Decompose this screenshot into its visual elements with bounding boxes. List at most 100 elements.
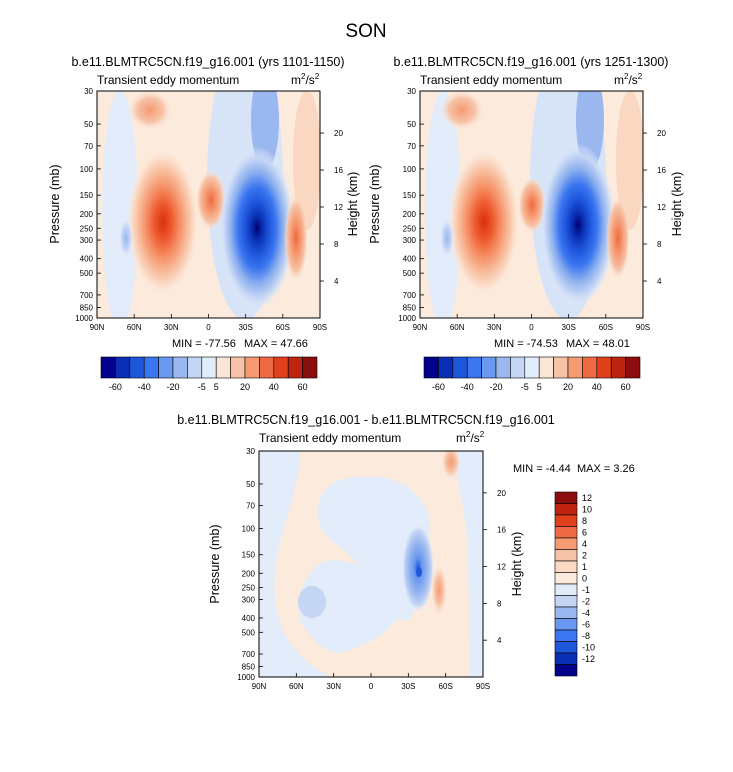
colorbar: -60 -40 -20 -5 5 20 40 60 xyxy=(100,356,318,392)
colorbar-swatch xyxy=(554,560,578,573)
panel-subtitle: Transient eddy momentum xyxy=(259,431,401,445)
y2-tick-label: 12 xyxy=(657,203,666,212)
y2-axis-label: Height (km) xyxy=(670,172,684,237)
colorbar-label: -60 xyxy=(109,382,122,392)
panel-title: b.e11.BLMTRC5CN.f19_g16.001 - b.e11.BLMT… xyxy=(177,413,555,427)
colorbar-label: -8 xyxy=(582,631,590,641)
colorbar-swatch xyxy=(554,652,578,665)
y-tick-label: 50 xyxy=(407,120,416,129)
colorbar-label: -20 xyxy=(166,382,179,392)
colorbar-swatch xyxy=(610,356,626,379)
colorbar-label: 6 xyxy=(582,527,587,537)
y-tick-label: 200 xyxy=(403,210,417,219)
colorbar-label: -2 xyxy=(582,596,590,606)
y-tick-label: 700 xyxy=(242,650,256,659)
colorbar-label: 5 xyxy=(214,382,219,392)
x-tick-label: 30N xyxy=(164,323,179,332)
positive-jet-max xyxy=(448,148,520,296)
colorbar-swatch xyxy=(230,356,246,379)
y-tick-label: 500 xyxy=(242,628,256,637)
colorbar-label: 8 xyxy=(582,516,587,526)
y-tick-label: 1000 xyxy=(398,314,416,323)
y2-axis-label: Height (km) xyxy=(346,172,360,237)
colorbar-swatch xyxy=(215,356,231,379)
colorbar-swatch xyxy=(554,629,578,642)
colorbar-label: 2 xyxy=(582,550,587,560)
units-label: m2/s2 xyxy=(291,72,320,87)
y2-tick-label: 16 xyxy=(657,166,666,175)
y-tick-label: 1000 xyxy=(75,314,93,323)
colorbar-label: 10 xyxy=(582,504,592,514)
colorbar-swatch xyxy=(554,537,578,550)
x-tick-label: 90S xyxy=(476,682,490,691)
y-tick-label: 70 xyxy=(246,502,255,511)
y2-tick-label: 8 xyxy=(657,240,662,249)
y-tick-label: 700 xyxy=(80,291,94,300)
x-tick-label: 60N xyxy=(450,323,465,332)
colorbar-swatch xyxy=(582,356,598,379)
y-tick-label: 70 xyxy=(407,142,416,151)
y-tick-label: 30 xyxy=(246,447,255,456)
colorbar-swatch xyxy=(554,503,578,516)
y-tick-label: 200 xyxy=(242,569,256,578)
colorbar-label: -20 xyxy=(489,382,502,392)
y2-tick-label: 4 xyxy=(334,277,339,286)
colorbar-label: 20 xyxy=(563,382,573,392)
negative-jet-min xyxy=(219,146,295,310)
x-ticks: 90N 60N 30N 0 30S 60S 90S xyxy=(252,673,490,691)
y-axis-label: Pressure (mb) xyxy=(208,524,222,603)
colorbar-label: 60 xyxy=(298,382,308,392)
colorbar-swatch xyxy=(554,606,578,619)
x-tick-label: 90N xyxy=(90,323,105,332)
y-tick-label: 500 xyxy=(403,269,417,278)
x-tick-label: 60S xyxy=(276,323,290,332)
figure-title: SON xyxy=(345,21,386,42)
colorbar-swatch xyxy=(554,572,578,585)
x-tick-label: 0 xyxy=(529,323,534,332)
colorbar-label: -6 xyxy=(582,619,590,629)
x-ticks: 90N 60N 30N 0 30S 60S 90S xyxy=(90,314,327,332)
colorbar-swatch xyxy=(554,618,578,631)
y2-tick-label: 16 xyxy=(334,166,343,175)
positive-jet-max xyxy=(127,148,199,296)
panel-difference: b.e11.BLMTRC5CN.f19_g16.001 - b.e11.BLMT… xyxy=(177,413,635,691)
x-tick-label: 90S xyxy=(313,323,327,332)
y2-ticks: 20 16 12 8 4 xyxy=(483,489,506,645)
y2-tick-label: 16 xyxy=(497,526,506,535)
colorbar-swatch xyxy=(554,664,578,677)
x-tick-label: 60N xyxy=(289,682,304,691)
colorbar-swatch xyxy=(438,356,454,379)
y-tick-label: 50 xyxy=(84,120,93,129)
colorbar-swatch xyxy=(201,356,217,379)
colorbar-label: 4 xyxy=(582,539,587,549)
y2-axis-label: Height (km) xyxy=(510,532,524,597)
colorbar-label: 20 xyxy=(240,382,250,392)
x-ticks: 90N 60N 30N 0 30S 60S 90S xyxy=(413,314,650,332)
colorbar-swatch xyxy=(554,514,578,527)
colorbar-swatch xyxy=(172,356,188,379)
colorbar-swatch xyxy=(625,356,641,379)
y2-tick-label: 4 xyxy=(497,636,502,645)
x-tick-label: 30N xyxy=(487,323,502,332)
y-tick-label: 100 xyxy=(80,165,94,174)
colorbar-swatch xyxy=(466,356,482,379)
colorbar-swatch xyxy=(524,356,540,379)
y-tick-label: 250 xyxy=(80,224,94,233)
colorbar-swatch xyxy=(481,356,497,379)
y-tick-label: 1000 xyxy=(237,673,255,682)
y-tick-label: 700 xyxy=(403,291,417,300)
colorbar-swatch xyxy=(554,549,578,562)
colorbar-swatch xyxy=(187,356,203,379)
y2-tick-label: 8 xyxy=(497,599,502,608)
colorbar-label: 12 xyxy=(582,493,592,503)
colorbar-swatch xyxy=(554,526,578,539)
x-tick-label: 0 xyxy=(369,682,374,691)
x-tick-label: 90N xyxy=(413,323,428,332)
stats-max: MAX = 47.66 xyxy=(244,338,308,350)
colorbar-swatch xyxy=(596,356,612,379)
colorbar-label: 1 xyxy=(582,562,587,572)
stats-max: MAX = 48.01 xyxy=(566,338,630,350)
colorbar-label: -1 xyxy=(582,585,590,595)
